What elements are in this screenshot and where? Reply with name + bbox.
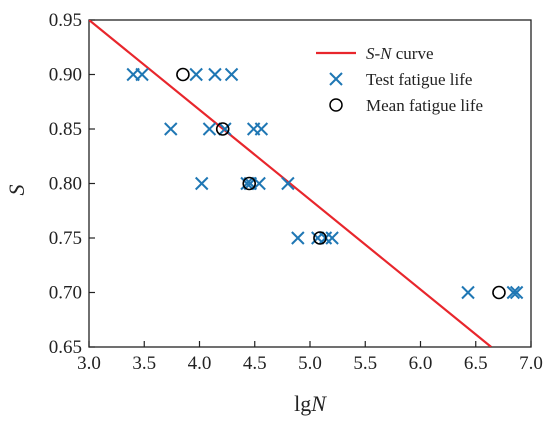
legend-label-sn-curve: S-N curve	[366, 44, 434, 63]
mean-fatigue-point	[176, 67, 190, 82]
y-tick-label: 0.80	[49, 174, 82, 195]
legend-label-test: Test fatigue life	[366, 70, 472, 89]
mean-fatigue-point	[492, 285, 506, 300]
y-axis-label: S	[4, 185, 29, 196]
test-fatigue-point	[208, 67, 222, 82]
mean-fatigue-point	[313, 231, 327, 245]
test-fatigue-point	[461, 285, 475, 300]
test-fatigue-point	[195, 176, 209, 191]
test-fatigue-point	[325, 231, 339, 245]
x-tick-label: 3.5	[132, 353, 156, 374]
test-fatigue-point	[240, 176, 254, 191]
x-tick-label: 7.0	[519, 353, 543, 374]
data-area	[89, 20, 524, 347]
legend-cross-symbol	[329, 72, 343, 86]
x-tick-label: 5.0	[298, 353, 322, 374]
x-tick-label: 4.0	[188, 353, 212, 374]
x-tick-label: 6.0	[409, 353, 433, 374]
y-tick-label: 0.65	[49, 337, 82, 358]
mean-fatigue-point	[242, 176, 257, 191]
y-tick-labels: 0.65 0.70 0.75 0.80 0.85 0.90 0.95	[49, 10, 82, 358]
x-tick-label: 4.5	[243, 353, 267, 374]
y-tick-label: 0.90	[49, 65, 82, 86]
test-fatigue-point	[135, 67, 149, 82]
legend-label-mean: Mean fatigue life	[366, 96, 483, 115]
test-fatigue-point	[252, 176, 266, 191]
test-fatigue-point	[164, 122, 178, 136]
test-fatigue-point	[281, 176, 295, 191]
sn-curve-line	[89, 20, 492, 347]
y-tick-label: 0.95	[49, 10, 82, 31]
x-tick-label: 6.5	[464, 353, 488, 374]
y-tick-label: 0.75	[49, 228, 82, 249]
y-tick-label: 0.70	[49, 283, 82, 304]
x-tick-labels: 3.0 3.5 4.0 4.5 5.0 5.5 6.0 6.5 7.0	[77, 353, 543, 374]
x-axis-label: lgN	[294, 391, 327, 416]
legend: S-N curve Test fatigue life Mean fatigue…	[316, 44, 483, 115]
test-fatigue-point	[254, 122, 269, 136]
test-fatigue-point	[202, 122, 217, 136]
test-fatigue-point	[506, 285, 521, 300]
test-fatigue-point	[291, 231, 305, 245]
x-tick-label: 3.0	[77, 353, 101, 374]
legend-circle-symbol	[329, 98, 343, 112]
test-fatigue-point	[189, 67, 203, 82]
mean-fatigue-point	[215, 122, 230, 136]
test-fatigue-point	[509, 285, 524, 300]
test-fatigue-point	[224, 67, 239, 82]
test-fatigue-point	[218, 122, 232, 136]
y-tick-label: 0.85	[49, 119, 82, 140]
x-tick-label: 5.5	[353, 353, 377, 374]
